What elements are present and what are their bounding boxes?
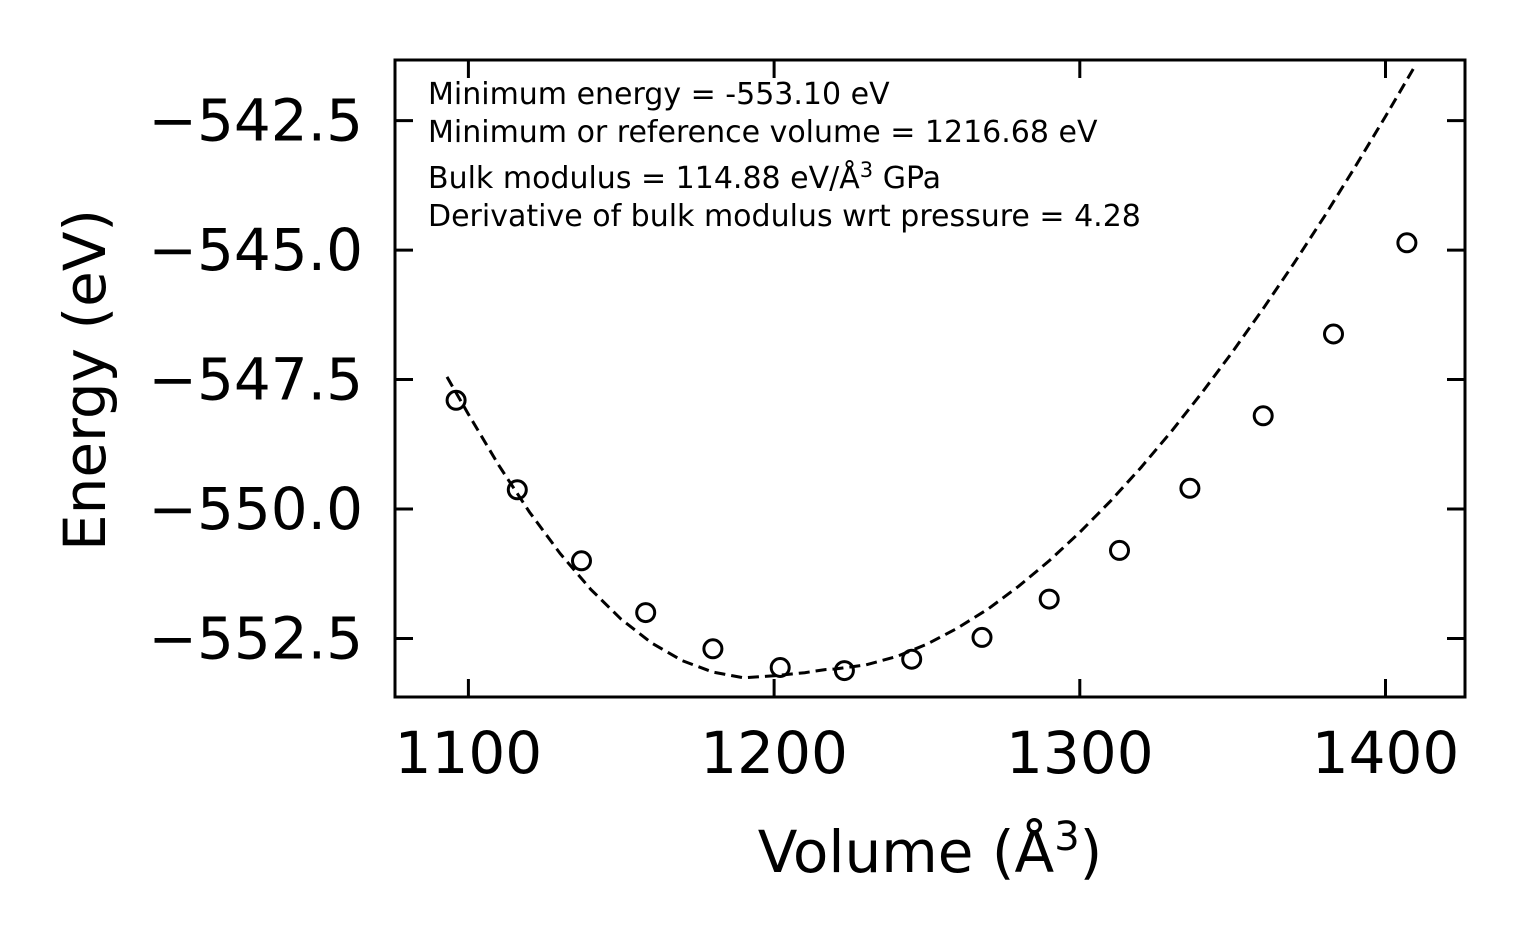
x-tick-label: 1100 [395, 719, 543, 787]
y-tick-label: −545.0 [148, 216, 363, 284]
y-tick-label: −542.5 [148, 87, 363, 155]
y-tick-label: −547.5 [148, 346, 363, 414]
annotation-block: Minimum energy = -553.10 eV Minimum or r… [428, 77, 1141, 234]
y-tick-label: −550.0 [148, 475, 363, 543]
data-point [833, 660, 855, 682]
annotation-bulk-modulus-derivative: Derivative of bulk modulus wrt pressure … [428, 199, 1141, 234]
plot-frame [393, 58, 1467, 699]
annotation-reference-volume: Minimum or reference volume = 1216.68 eV [428, 115, 1098, 150]
x-axis-title-text: Volume (Å [758, 817, 1055, 886]
data-point [971, 626, 993, 648]
data-point [901, 648, 923, 670]
data-point [1396, 232, 1418, 254]
annotation-bulk-modulus-text: Bulk modulus = 114.88 eV/Å [428, 160, 860, 196]
x-axis-title-superscript: 3 [1054, 814, 1079, 860]
data-point [1323, 323, 1344, 345]
annotation-minimum-energy: Minimum energy = -553.10 eV [428, 77, 890, 112]
data-points-layer [445, 232, 1418, 682]
data-point [1038, 588, 1060, 610]
x-axis-title-suffix: ) [1080, 818, 1103, 886]
plot-area [395, 60, 1465, 697]
x-tick-label: 1200 [700, 719, 848, 787]
data-point [445, 389, 467, 411]
fit-curve-layer [445, 63, 1418, 680]
y-tick-label: −552.5 [148, 605, 363, 673]
data-point [1179, 477, 1201, 499]
x-tick-label: 1300 [1006, 719, 1154, 787]
data-point [506, 479, 528, 501]
data-point [769, 657, 791, 678]
data-point [702, 638, 724, 660]
data-point [1109, 539, 1130, 561]
fit-curve [445, 63, 1418, 680]
annotation-bulk-modulus-suffix: GPa [873, 161, 941, 196]
ticks-layer: 1100 1200 1300 1400 −542.5 −545.0 −547.5 −550.0… [148, 60, 1465, 787]
data-point [571, 550, 592, 572]
annotation-bulk-modulus: Bulk modulus = 114.88 eV/Å3 GPa [428, 158, 941, 196]
x-axis-title: Volume (Å3) [758, 814, 1103, 886]
x-tick-label: 1400 [1312, 719, 1460, 787]
data-point [1252, 405, 1274, 427]
annotation-bulk-modulus-superscript: 3 [860, 158, 873, 182]
y-axis-title: Energy (eV) [51, 209, 119, 551]
data-point [635, 602, 657, 624]
